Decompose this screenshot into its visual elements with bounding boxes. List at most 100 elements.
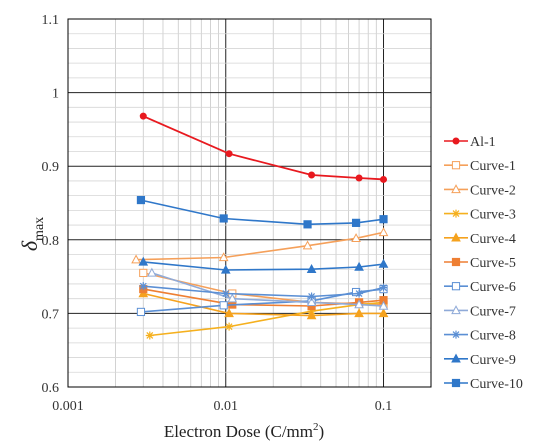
legend-swatch-marker [451, 161, 461, 170]
legend-item-curve-8: Curve-8 [444, 329, 516, 344]
legend-label: Curve-5 [470, 256, 516, 271]
data-point-curve-7 [147, 267, 157, 277]
series-line-curve-2 [135, 231, 384, 261]
data-point-curve-9 [378, 258, 389, 268]
data-point-curve-8 [139, 282, 148, 291]
legend-label: Al-1 [470, 135, 496, 150]
data-point-al-1 [225, 150, 233, 158]
plot-frame [67, 18, 432, 388]
legend-item-curve-2: Curve-2 [444, 183, 516, 198]
data-point-al-1 [308, 171, 316, 179]
data-point-curve-7 [354, 299, 364, 309]
data-point-al-1 [139, 112, 147, 120]
legend-label: Curve-9 [470, 353, 516, 368]
data-point-curve-10 [303, 220, 312, 229]
legend-item-curve-3: Curve-3 [444, 208, 516, 223]
series-line-al-1 [142, 115, 384, 181]
legend-label: Curve-7 [470, 304, 516, 319]
y-tick-label: 0.9 [42, 160, 60, 175]
data-point-curve-9 [220, 264, 231, 274]
legend-swatch-marker [451, 184, 461, 194]
data-point-curve-2 [131, 254, 141, 264]
data-point-curve-9 [306, 263, 317, 273]
data-point-curve-3 [145, 331, 154, 340]
data-point-curve-6 [219, 301, 228, 310]
data-point-curve-2 [302, 240, 313, 250]
data-point-curve-9 [138, 256, 149, 266]
legend-item-curve-7: Curve-7 [444, 304, 516, 319]
y-tick-label: 1 [52, 87, 59, 102]
y-axis-tick-labels: 0.6 0.7 0.8 0.9 1 1.1 [42, 13, 60, 396]
data-point-curve-4 [378, 308, 389, 318]
data-point-curve-8 [379, 283, 388, 292]
legend-label: Curve-1 [470, 159, 516, 174]
data-point-curve-3 [225, 322, 234, 331]
legend-item-al-1: Al-1 [444, 135, 496, 150]
data-point-curve-2 [351, 233, 361, 243]
series-curve-9 [138, 256, 389, 274]
legend-label: Curve-3 [470, 208, 516, 223]
data-point-curve-4 [306, 310, 317, 320]
y-tick-label: 0.7 [42, 307, 60, 322]
legend-item-curve-10: Curve-10 [444, 377, 523, 392]
data-point-curve-4 [224, 308, 234, 318]
x-axis-title: Electron Dose (C/mm2) [164, 421, 324, 441]
legend-item-curve-5: Curve-5 [444, 256, 516, 271]
legend-item-curve-9: Curve-9 [444, 353, 516, 368]
legend-swatch-marker [451, 305, 461, 315]
legend-swatch-marker [451, 232, 461, 242]
y-tick-label: 1.1 [42, 13, 60, 28]
series-layer [131, 112, 389, 340]
data-point-curve-4 [354, 308, 364, 318]
legend-item-curve-1: Curve-1 [444, 159, 516, 174]
legend-label: Curve-8 [470, 329, 516, 344]
y-axis-title: δmax [17, 217, 47, 251]
series-curve-7 [147, 267, 389, 310]
legend-label: Curve-4 [470, 232, 516, 247]
data-point-curve-2 [378, 227, 389, 237]
data-point-curve-8 [355, 289, 364, 298]
legend-swatch-marker [451, 257, 461, 267]
series-al-1 [139, 112, 388, 183]
series-curve-2 [131, 227, 389, 264]
data-point-curve-10 [219, 214, 228, 223]
legend-item-curve-4: Curve-4 [444, 232, 516, 247]
legend-swatch-marker [451, 282, 461, 291]
data-point-curve-1 [139, 268, 148, 278]
data-point-curve-10 [351, 218, 361, 227]
legend: Al-1 Curve-1 Curve-2 Curve-3 Curve-4 Curve-5 C… [444, 135, 523, 392]
data-point-curve-8 [307, 292, 316, 301]
data-point-al-1 [355, 174, 363, 182]
x-tick-label: 0.1 [375, 399, 393, 414]
data-point-curve-7 [306, 297, 317, 307]
y-tick-label: 0.6 [42, 381, 60, 396]
data-point-curve-8 [221, 289, 230, 298]
legend-swatch-marker [451, 353, 461, 363]
data-point-curve-10 [379, 215, 388, 224]
grid [68, 19, 431, 387]
series-line-curve-9 [143, 261, 384, 271]
legend-swatch-marker [452, 330, 460, 339]
series-curve-10 [136, 195, 388, 229]
data-point-curve-10 [136, 195, 146, 205]
legend-swatch-marker [451, 378, 461, 388]
data-point-al-1 [380, 175, 388, 183]
data-point-curve-7 [227, 293, 238, 303]
series-curve-8 [139, 282, 388, 301]
data-point-curve-9 [354, 261, 364, 271]
legend-label: Curve-2 [470, 183, 516, 198]
x-axis-tick-labels: 0.001 0.01 0.1 [52, 399, 392, 414]
data-point-curve-6 [136, 307, 146, 317]
legend-swatch-marker [452, 209, 460, 218]
x-tick-label: 0.001 [52, 399, 84, 414]
legend-swatch-marker [452, 137, 460, 145]
series-line-curve-10 [140, 199, 384, 226]
data-point-curve-2 [218, 252, 229, 262]
data-point-curve-7 [378, 300, 389, 310]
x-tick-label: 0.01 [214, 399, 239, 414]
legend-label: Curve-10 [470, 377, 523, 392]
y-tick-label: 0.8 [42, 234, 60, 249]
legend-label: Curve-6 [470, 280, 516, 295]
legend-item-curve-6: Curve-6 [444, 280, 516, 295]
